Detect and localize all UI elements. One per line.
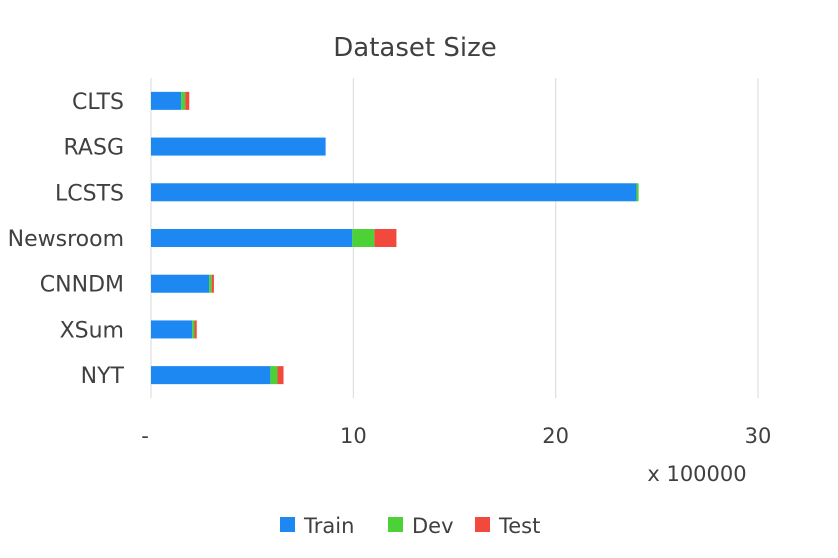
bar-lcsts-dev xyxy=(636,183,639,202)
bar-clts-dev xyxy=(181,91,186,110)
category-label-clts: CLTS xyxy=(72,90,124,115)
bar-newsroom-dev xyxy=(352,229,375,247)
bar-cnndm-test xyxy=(211,274,214,293)
bar-nyt-train xyxy=(151,366,271,385)
bars xyxy=(151,91,639,385)
bar-lcsts-train xyxy=(151,183,637,202)
category-label-cnndm: CNNDM xyxy=(40,273,124,298)
chart-title: Dataset Size xyxy=(333,33,496,63)
category-labels: CLTS RASG LCSTS Newsroom CNNDM XSum NYT xyxy=(8,90,125,389)
category-label-newsroom: Newsroom xyxy=(8,227,124,252)
x-tick-label: 20 xyxy=(542,424,569,448)
legend-swatch-test xyxy=(475,517,490,532)
x-unit-label: x 100000 xyxy=(647,462,746,486)
category-label-nyt: NYT xyxy=(81,364,125,389)
bar-newsroom-train xyxy=(151,229,353,247)
bar-xsum-train xyxy=(151,320,193,339)
bar-cnndm-dev xyxy=(209,274,212,293)
bar-xsum-test xyxy=(194,320,197,339)
legend-label-dev: Dev xyxy=(412,514,454,538)
x-tick-labels: - 10 20 30 xyxy=(141,424,771,448)
bar-cnndm-train xyxy=(151,274,210,293)
x-tick-label: 10 xyxy=(340,424,367,448)
category-label-rasg: RASG xyxy=(64,136,124,161)
legend: Train Dev Test xyxy=(280,514,540,538)
category-label-xsum: XSum xyxy=(60,318,124,343)
category-label-lcsts: LCSTS xyxy=(55,181,124,206)
legend-label-test: Test xyxy=(498,514,540,538)
bar-clts-train xyxy=(151,91,182,110)
bar-xsum-dev xyxy=(192,320,195,339)
x-tick-label: 30 xyxy=(745,424,772,448)
x-tick-label: - xyxy=(141,424,149,448)
bar-nyt-dev xyxy=(270,366,278,385)
legend-label-train: Train xyxy=(303,514,354,538)
bar-clts-test xyxy=(185,91,190,110)
bar-newsroom-test xyxy=(374,229,397,247)
bar-rasg-train xyxy=(151,137,326,156)
bar-nyt-test xyxy=(277,366,284,385)
legend-swatch-train xyxy=(280,517,295,532)
legend-swatch-dev xyxy=(388,517,403,532)
